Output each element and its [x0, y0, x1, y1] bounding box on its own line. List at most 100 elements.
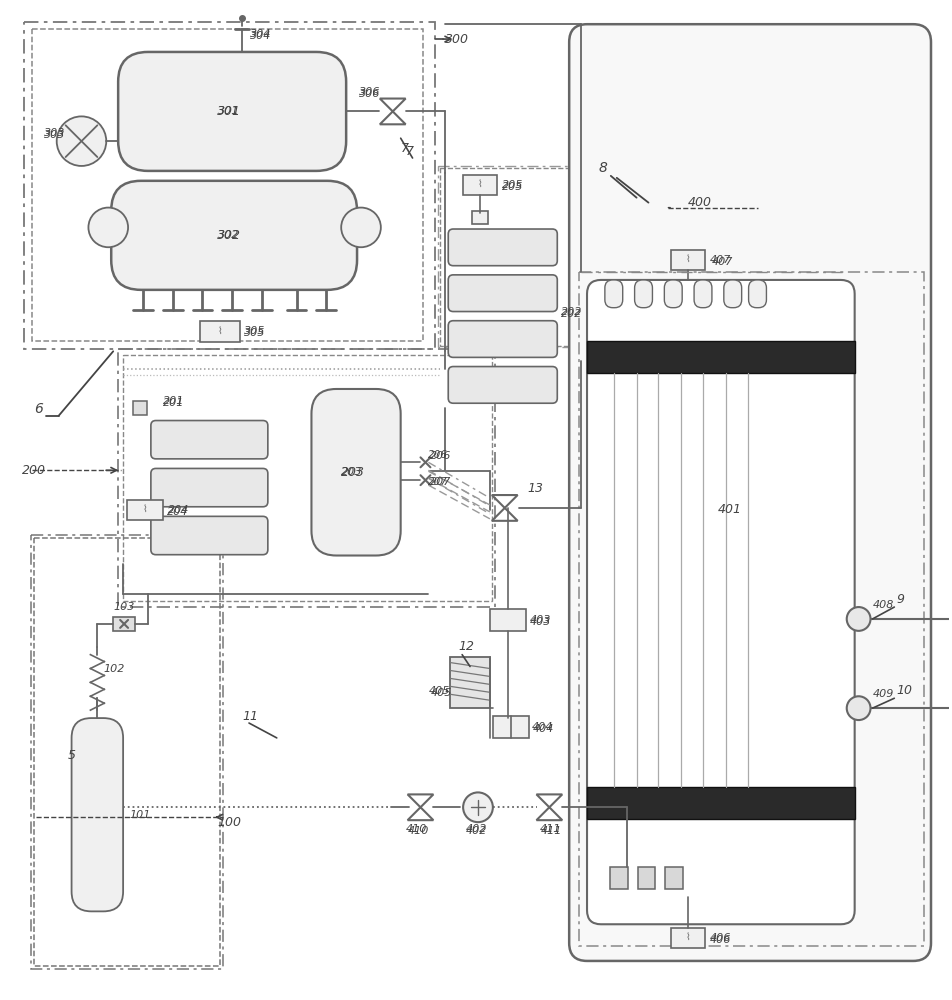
Text: 7: 7 [406, 145, 413, 158]
Text: 203: 203 [341, 467, 362, 477]
Text: 7: 7 [400, 142, 408, 155]
Text: 403: 403 [529, 615, 550, 625]
Text: 5: 5 [68, 749, 75, 762]
Circle shape [56, 116, 107, 166]
Text: 203: 203 [341, 466, 365, 479]
Text: 404: 404 [532, 724, 553, 734]
FancyBboxPatch shape [447, 367, 557, 403]
Text: 12: 12 [458, 640, 474, 653]
Bar [664, 867, 683, 889]
Circle shape [341, 208, 381, 247]
Text: 306: 306 [359, 89, 380, 99]
FancyBboxPatch shape [586, 280, 854, 924]
FancyBboxPatch shape [724, 280, 741, 308]
Text: 401: 401 [717, 503, 741, 516]
Text: 408: 408 [872, 600, 893, 610]
Text: 13: 13 [527, 482, 543, 495]
Text: 204: 204 [168, 505, 188, 515]
Text: 405: 405 [428, 686, 449, 696]
FancyBboxPatch shape [447, 275, 557, 312]
FancyBboxPatch shape [664, 280, 682, 308]
FancyBboxPatch shape [447, 229, 557, 266]
Text: 302: 302 [218, 230, 239, 240]
Text: 403: 403 [529, 617, 550, 627]
FancyBboxPatch shape [748, 280, 765, 308]
Text: 406: 406 [709, 933, 730, 943]
Bar [670, 928, 704, 948]
Text: 8: 8 [598, 161, 607, 175]
Bar [670, 250, 704, 270]
Bar [449, 657, 489, 708]
Text: 411: 411 [539, 824, 560, 834]
Text: 406: 406 [709, 935, 730, 945]
FancyBboxPatch shape [311, 389, 400, 556]
Bar [471, 211, 487, 224]
Circle shape [845, 696, 869, 720]
Text: 301: 301 [218, 106, 239, 116]
Text: 407: 407 [709, 255, 730, 265]
Text: 303: 303 [44, 128, 65, 138]
Text: 206: 206 [428, 450, 447, 460]
Text: 400: 400 [687, 196, 711, 209]
Text: 300: 300 [445, 33, 468, 46]
Text: 206: 206 [430, 451, 451, 461]
Text: 409: 409 [872, 689, 893, 699]
Text: 301: 301 [217, 105, 241, 118]
Circle shape [845, 607, 869, 631]
Bar [492, 716, 528, 738]
Text: 201: 201 [163, 398, 184, 408]
Bar [113, 617, 135, 631]
FancyBboxPatch shape [447, 321, 557, 357]
FancyBboxPatch shape [568, 24, 930, 961]
Text: 207: 207 [428, 477, 447, 487]
Text: 405: 405 [430, 688, 451, 698]
Text: ⌇: ⌇ [143, 505, 148, 515]
Text: 202: 202 [561, 309, 582, 319]
FancyBboxPatch shape [150, 516, 268, 555]
Bar [462, 175, 497, 195]
Circle shape [463, 792, 492, 822]
Bar [586, 341, 854, 373]
Text: 102: 102 [103, 664, 125, 674]
FancyBboxPatch shape [150, 468, 268, 507]
Text: 204: 204 [167, 507, 188, 517]
Text: 305: 305 [244, 328, 266, 338]
Text: ⌇: ⌇ [218, 326, 223, 336]
Text: 200: 200 [22, 464, 46, 477]
Text: 9: 9 [896, 593, 903, 606]
Text: 10: 10 [896, 684, 911, 697]
Text: ⌇: ⌇ [477, 180, 482, 190]
Text: 404: 404 [531, 722, 552, 732]
FancyBboxPatch shape [693, 280, 711, 308]
FancyBboxPatch shape [605, 280, 622, 308]
Text: 407: 407 [711, 257, 732, 267]
Bar [133, 401, 147, 415]
Bar [586, 787, 854, 819]
Text: 411: 411 [540, 826, 562, 836]
Text: ⌇: ⌇ [685, 933, 690, 943]
Text: 410: 410 [407, 826, 428, 836]
Text: 410: 410 [406, 824, 426, 834]
Text: 402: 402 [466, 824, 487, 834]
Text: ⌇: ⌇ [685, 255, 690, 265]
Circle shape [89, 208, 128, 247]
Text: 303: 303 [44, 130, 65, 140]
Text: 201: 201 [163, 396, 184, 406]
Bar [609, 867, 627, 889]
FancyBboxPatch shape [118, 52, 346, 171]
Text: 306: 306 [359, 87, 380, 97]
Text: 100: 100 [217, 816, 241, 829]
Text: 202: 202 [561, 307, 582, 317]
FancyBboxPatch shape [150, 421, 268, 459]
Text: 103: 103 [113, 602, 134, 612]
Bar [489, 609, 525, 631]
Text: 402: 402 [466, 826, 487, 836]
Text: 304: 304 [249, 31, 271, 41]
Bar [637, 867, 655, 889]
FancyBboxPatch shape [111, 181, 357, 290]
FancyBboxPatch shape [634, 280, 652, 308]
Text: 304: 304 [249, 29, 271, 39]
Text: 205: 205 [502, 182, 523, 192]
Bar [127, 500, 163, 520]
Text: 6: 6 [34, 402, 43, 416]
